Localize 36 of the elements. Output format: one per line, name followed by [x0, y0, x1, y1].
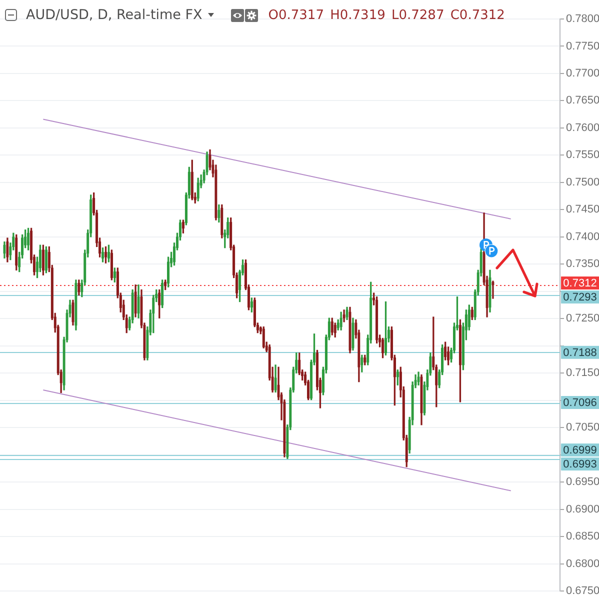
y-tick-label: 0.6750 — [566, 585, 599, 598]
y-tick-label: 0.6950 — [566, 476, 599, 488]
y-tick-label: 0.6900 — [566, 503, 599, 516]
candlestick — [74, 280, 78, 330]
candlestick — [492, 280, 494, 299]
candlestick — [488, 270, 492, 312]
ref-line-label: 0.6993 — [563, 458, 597, 471]
candlestick — [6, 238, 9, 262]
ref-line-label: 0.7293 — [563, 292, 597, 304]
candlestick — [348, 306, 352, 354]
candlestick — [72, 300, 74, 326]
candlestick — [420, 374, 423, 426]
y-tick-label: 0.7750 — [566, 40, 599, 52]
y-tick-label: 0.7250 — [566, 312, 599, 325]
y-tick-label: 0.7600 — [566, 122, 599, 134]
y-tick-label: 0.7050 — [566, 422, 599, 434]
y-tick-label: 0.7650 — [566, 94, 599, 107]
chart-subtitle: O0.7317 H0.7319 L0.7287 C0.7312 — [268, 8, 505, 22]
ref-line-label: 0.7188 — [563, 346, 597, 359]
chart-title: AUD/USD, D, Real-time FX — [26, 7, 202, 23]
y-tick-label: 0.7400 — [566, 230, 599, 243]
ref-line-label: 0.7096 — [563, 397, 597, 410]
y-tick-label: 0.6850 — [566, 530, 599, 543]
y-tick-label: 0.6800 — [566, 558, 599, 570]
ref-line-label: 0.6999 — [563, 444, 597, 457]
candlestick — [134, 284, 137, 318]
y-tick-label: 0.7500 — [566, 176, 599, 188]
y-tick-label: 0.7700 — [566, 68, 599, 80]
y-tick-label: 0.7350 — [566, 258, 599, 270]
y-tick-label: 0.7550 — [566, 149, 599, 162]
y-tick-label: 0.7150 — [566, 367, 599, 380]
ref-line-label: 0.7312 — [563, 278, 597, 290]
candlestick — [352, 318, 354, 351]
candlestick — [342, 310, 346, 322]
y-tick-label: 0.7450 — [566, 204, 599, 216]
y-tick-label: 0.7800 — [566, 13, 599, 26]
